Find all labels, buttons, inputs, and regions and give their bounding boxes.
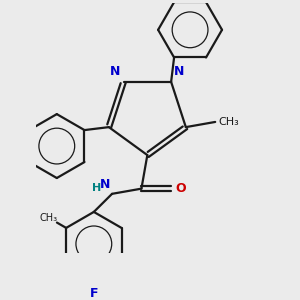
Text: N: N [100,178,110,190]
Text: CH₃: CH₃ [40,213,58,223]
Text: CH₃: CH₃ [218,117,239,127]
Text: N: N [110,64,120,78]
Text: O: O [176,182,186,195]
Text: H: H [92,183,101,193]
Text: N: N [174,64,185,78]
Text: F: F [90,287,98,300]
